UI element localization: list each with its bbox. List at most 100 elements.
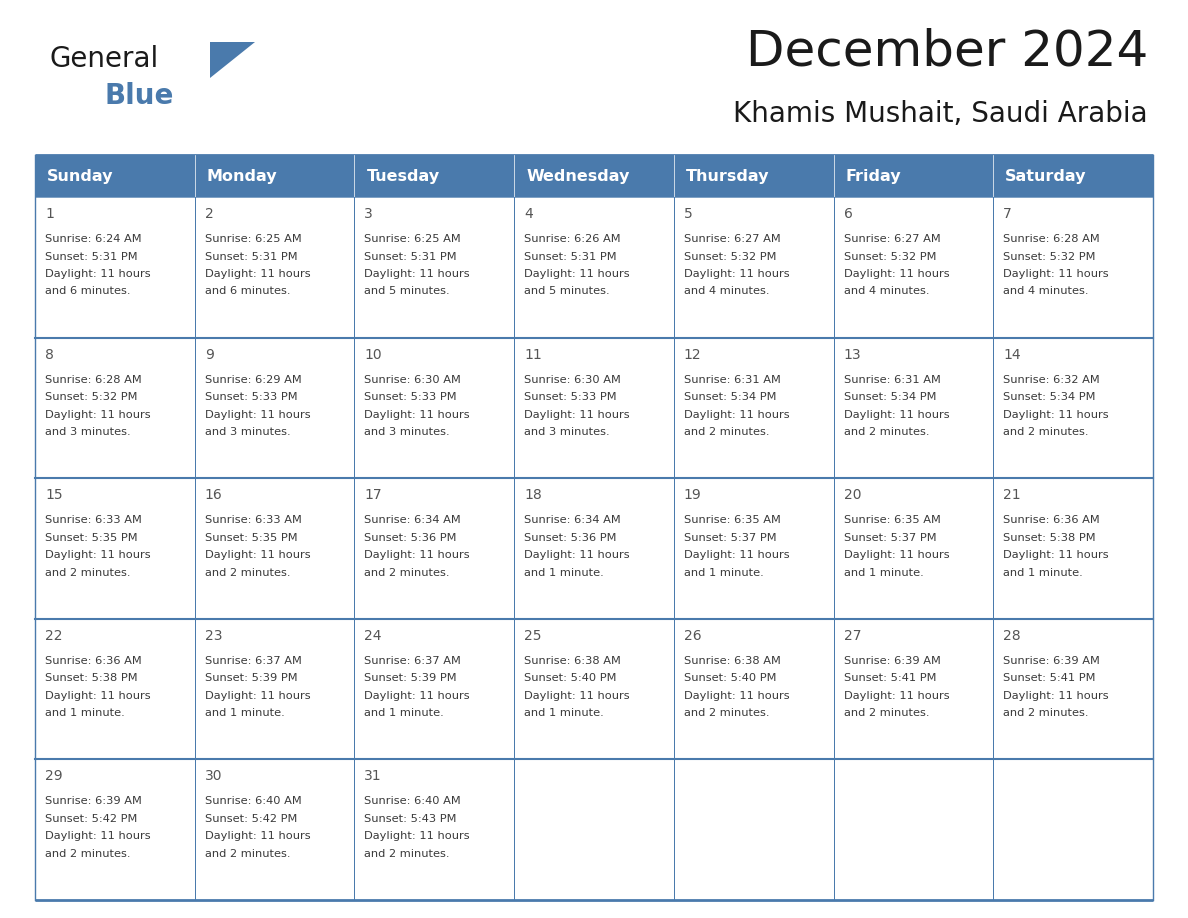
Text: Sunset: 5:41 PM: Sunset: 5:41 PM <box>1004 673 1095 683</box>
Bar <box>354 197 514 338</box>
Text: Sunrise: 6:34 AM: Sunrise: 6:34 AM <box>365 515 461 525</box>
Text: Sunrise: 6:30 AM: Sunrise: 6:30 AM <box>524 375 621 385</box>
Text: Daylight: 11 hours: Daylight: 11 hours <box>843 269 949 279</box>
Text: Sunday: Sunday <box>48 169 114 184</box>
Text: 24: 24 <box>365 629 381 643</box>
Text: and 2 minutes.: and 2 minutes. <box>204 567 290 577</box>
Text: Daylight: 11 hours: Daylight: 11 hours <box>204 691 310 700</box>
Text: 2: 2 <box>204 207 214 221</box>
Text: Wednesday: Wednesday <box>526 169 630 184</box>
Text: Sunrise: 6:39 AM: Sunrise: 6:39 AM <box>843 655 941 666</box>
Bar <box>34 338 195 478</box>
Bar <box>674 197 834 338</box>
Text: Sunrise: 6:30 AM: Sunrise: 6:30 AM <box>365 375 461 385</box>
Text: 20: 20 <box>843 488 861 502</box>
Bar <box>354 619 514 759</box>
Text: Daylight: 11 hours: Daylight: 11 hours <box>45 832 151 842</box>
Text: Sunrise: 6:31 AM: Sunrise: 6:31 AM <box>843 375 941 385</box>
Bar <box>354 478 514 619</box>
Bar <box>34 155 1154 197</box>
Bar <box>195 197 354 338</box>
Bar <box>674 338 834 478</box>
Bar <box>514 338 674 478</box>
Text: and 2 minutes.: and 2 minutes. <box>1004 709 1088 718</box>
Bar <box>993 759 1154 900</box>
Text: Sunrise: 6:25 AM: Sunrise: 6:25 AM <box>365 234 461 244</box>
Bar <box>993 478 1154 619</box>
Text: Sunset: 5:31 PM: Sunset: 5:31 PM <box>45 252 138 262</box>
Text: and 6 minutes.: and 6 minutes. <box>204 286 290 297</box>
Text: Sunrise: 6:35 AM: Sunrise: 6:35 AM <box>843 515 941 525</box>
Text: Daylight: 11 hours: Daylight: 11 hours <box>684 691 790 700</box>
Text: 31: 31 <box>365 769 383 783</box>
Text: 7: 7 <box>1004 207 1012 221</box>
Text: 13: 13 <box>843 348 861 362</box>
Text: Sunset: 5:31 PM: Sunset: 5:31 PM <box>365 252 457 262</box>
Text: Monday: Monday <box>207 169 277 184</box>
Text: Sunset: 5:37 PM: Sunset: 5:37 PM <box>684 532 777 543</box>
Text: Daylight: 11 hours: Daylight: 11 hours <box>365 269 470 279</box>
Text: Sunrise: 6:31 AM: Sunrise: 6:31 AM <box>684 375 781 385</box>
Text: 8: 8 <box>45 348 53 362</box>
Text: Sunset: 5:36 PM: Sunset: 5:36 PM <box>524 532 617 543</box>
Text: 16: 16 <box>204 488 222 502</box>
Text: Sunset: 5:34 PM: Sunset: 5:34 PM <box>843 392 936 402</box>
Text: Daylight: 11 hours: Daylight: 11 hours <box>365 550 470 560</box>
Text: General: General <box>50 45 159 73</box>
Text: 15: 15 <box>45 488 63 502</box>
Bar <box>195 338 354 478</box>
Bar <box>514 759 674 900</box>
Text: Daylight: 11 hours: Daylight: 11 hours <box>1004 409 1108 420</box>
Text: and 2 minutes.: and 2 minutes. <box>365 567 450 577</box>
Text: and 1 minute.: and 1 minute. <box>204 709 284 718</box>
Bar <box>34 478 195 619</box>
Text: 22: 22 <box>45 629 63 643</box>
Text: Daylight: 11 hours: Daylight: 11 hours <box>684 550 790 560</box>
Text: Daylight: 11 hours: Daylight: 11 hours <box>45 550 151 560</box>
Text: and 2 minutes.: and 2 minutes. <box>684 427 770 437</box>
Text: 4: 4 <box>524 207 533 221</box>
Text: and 1 minute.: and 1 minute. <box>45 709 125 718</box>
Text: Sunset: 5:38 PM: Sunset: 5:38 PM <box>45 673 138 683</box>
Bar <box>34 197 195 338</box>
Text: Sunset: 5:39 PM: Sunset: 5:39 PM <box>204 673 297 683</box>
Bar <box>993 338 1154 478</box>
Text: Sunset: 5:35 PM: Sunset: 5:35 PM <box>45 532 138 543</box>
Text: Sunrise: 6:37 AM: Sunrise: 6:37 AM <box>365 655 461 666</box>
Text: Daylight: 11 hours: Daylight: 11 hours <box>524 269 630 279</box>
Text: and 1 minute.: and 1 minute. <box>1004 567 1083 577</box>
Text: Sunrise: 6:25 AM: Sunrise: 6:25 AM <box>204 234 302 244</box>
Text: Sunset: 5:42 PM: Sunset: 5:42 PM <box>204 814 297 823</box>
Text: and 2 minutes.: and 2 minutes. <box>365 849 450 859</box>
Text: 6: 6 <box>843 207 853 221</box>
Text: and 3 minutes.: and 3 minutes. <box>45 427 131 437</box>
Text: Sunrise: 6:38 AM: Sunrise: 6:38 AM <box>684 655 781 666</box>
Text: Daylight: 11 hours: Daylight: 11 hours <box>1004 691 1108 700</box>
Text: Daylight: 11 hours: Daylight: 11 hours <box>45 269 151 279</box>
Text: 14: 14 <box>1004 348 1020 362</box>
Text: and 2 minutes.: and 2 minutes. <box>204 849 290 859</box>
Text: Blue: Blue <box>105 82 175 110</box>
Text: and 5 minutes.: and 5 minutes. <box>524 286 609 297</box>
Text: Sunrise: 6:35 AM: Sunrise: 6:35 AM <box>684 515 781 525</box>
Text: Saturday: Saturday <box>1005 169 1087 184</box>
Text: 3: 3 <box>365 207 373 221</box>
Text: 30: 30 <box>204 769 222 783</box>
Text: Sunset: 5:42 PM: Sunset: 5:42 PM <box>45 814 138 823</box>
Text: Sunrise: 6:36 AM: Sunrise: 6:36 AM <box>1004 515 1100 525</box>
Text: Sunrise: 6:38 AM: Sunrise: 6:38 AM <box>524 655 621 666</box>
Text: Daylight: 11 hours: Daylight: 11 hours <box>365 691 470 700</box>
Text: Sunset: 5:38 PM: Sunset: 5:38 PM <box>1004 532 1095 543</box>
Text: Sunrise: 6:27 AM: Sunrise: 6:27 AM <box>684 234 781 244</box>
Text: Daylight: 11 hours: Daylight: 11 hours <box>684 409 790 420</box>
Text: December 2024: December 2024 <box>746 28 1148 76</box>
Text: 18: 18 <box>524 488 542 502</box>
Text: and 5 minutes.: and 5 minutes. <box>365 286 450 297</box>
Text: Sunset: 5:34 PM: Sunset: 5:34 PM <box>684 392 776 402</box>
Text: 12: 12 <box>684 348 701 362</box>
Text: Daylight: 11 hours: Daylight: 11 hours <box>684 269 790 279</box>
Text: Sunrise: 6:27 AM: Sunrise: 6:27 AM <box>843 234 941 244</box>
Text: 26: 26 <box>684 629 701 643</box>
Bar <box>834 197 993 338</box>
Text: 10: 10 <box>365 348 383 362</box>
